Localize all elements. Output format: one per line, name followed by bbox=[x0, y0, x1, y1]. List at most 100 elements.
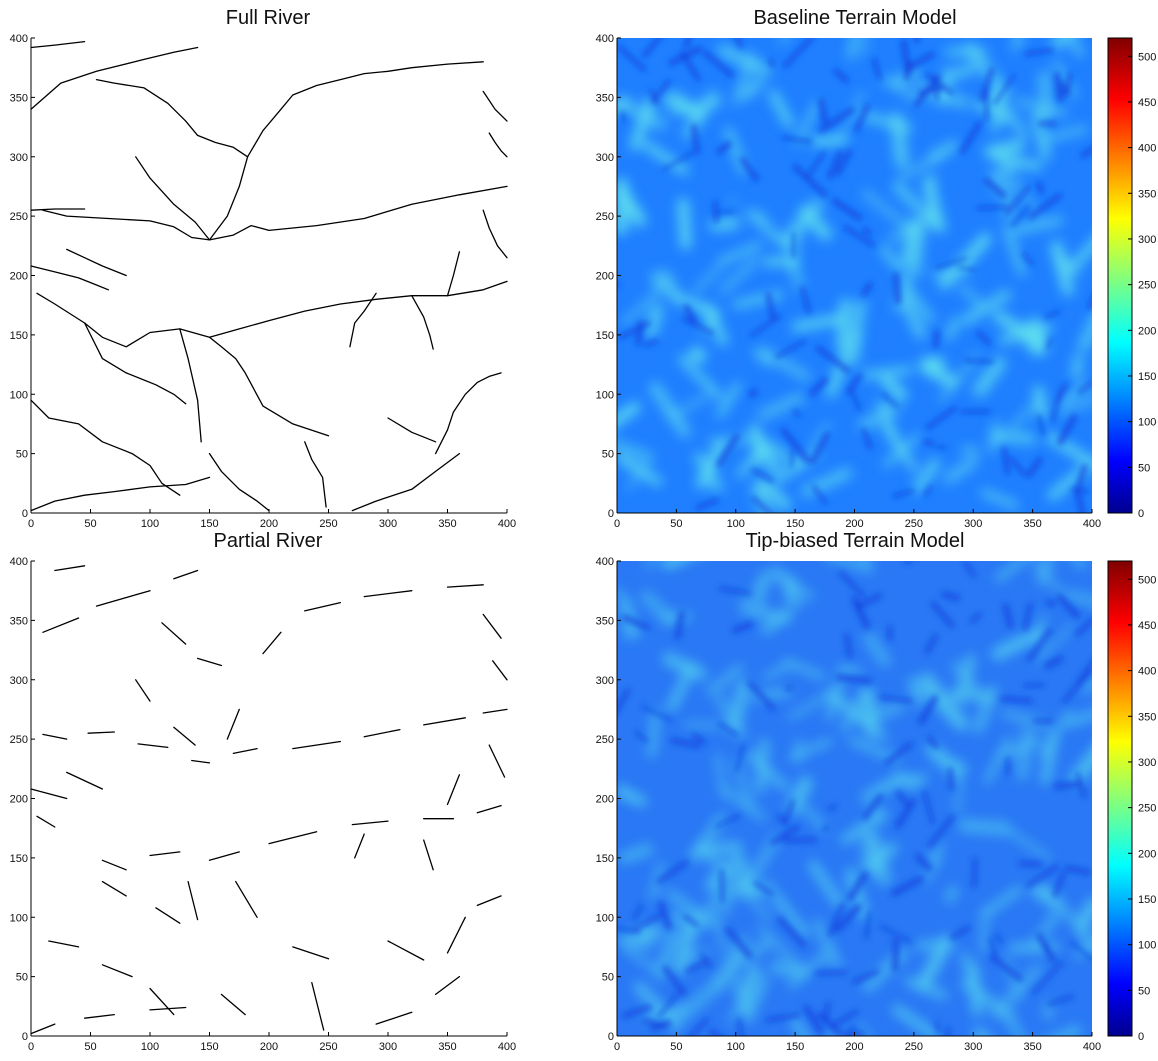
x-tick-label: 150 bbox=[200, 1041, 218, 1053]
river-segment bbox=[387, 940, 425, 961]
colorbar-tick-label: 0 bbox=[1138, 1031, 1144, 1043]
terrain-ridge bbox=[1010, 174, 1040, 218]
x-tick-label: 300 bbox=[964, 518, 982, 530]
colorbar-tick-label: 300 bbox=[1138, 757, 1156, 769]
terrain-ridge bbox=[836, 665, 863, 677]
river-segment bbox=[446, 774, 461, 806]
terrain-ridge bbox=[750, 485, 774, 513]
terrain-ridge bbox=[706, 664, 744, 696]
y-tick-label: 250 bbox=[596, 211, 614, 223]
terrain-ridge bbox=[666, 393, 710, 420]
x-tick-label: 50 bbox=[84, 518, 96, 530]
river-segment bbox=[446, 916, 466, 954]
river-segment bbox=[30, 46, 199, 110]
y-tick-label: 200 bbox=[596, 794, 614, 806]
y-tick-label: 200 bbox=[10, 271, 28, 283]
terrain-ridge bbox=[709, 217, 741, 232]
y-tick-label: 50 bbox=[16, 972, 28, 984]
terrain-valley bbox=[799, 285, 812, 315]
terrain-valley bbox=[818, 97, 829, 125]
y-tick-label: 250 bbox=[10, 734, 28, 746]
river-segment bbox=[375, 1011, 413, 1025]
river-segment bbox=[220, 993, 246, 1016]
terrain-valley bbox=[811, 484, 828, 505]
terrain-ridge bbox=[807, 859, 845, 910]
terrain-ridge bbox=[665, 889, 717, 929]
panel-baseline-terrain: Baseline Terrain Model 0 50 100 150 200 250 30… bbox=[596, 7, 1157, 530]
terrain-valley bbox=[1031, 960, 1064, 995]
terrain-ridge bbox=[783, 658, 826, 680]
terrain-valley bbox=[959, 120, 983, 155]
terrain-valley bbox=[737, 1018, 744, 1036]
river-segment bbox=[246, 61, 484, 158]
terrain-ridge bbox=[668, 291, 721, 319]
terrain-valley bbox=[765, 1012, 801, 1023]
terrain-ridge bbox=[752, 348, 773, 368]
terrain-valley bbox=[1026, 627, 1053, 662]
terrain-valley bbox=[851, 595, 871, 630]
x-tick-label: 300 bbox=[379, 1041, 397, 1053]
terrain-valley bbox=[1056, 594, 1081, 619]
terrain-valley bbox=[1025, 864, 1059, 888]
terrain-valley bbox=[918, 694, 939, 725]
terrain-ridge bbox=[927, 173, 936, 221]
x-tick-label: 200 bbox=[260, 518, 278, 530]
y-tick-label: 0 bbox=[608, 1031, 614, 1043]
terrain-valley bbox=[1080, 146, 1092, 159]
colorbar-tick-label: 50 bbox=[1138, 462, 1150, 474]
terrain-valley bbox=[809, 376, 829, 397]
terrain-valley bbox=[715, 814, 741, 828]
y-tick-label: 150 bbox=[10, 853, 28, 865]
terrain-valley bbox=[747, 388, 758, 398]
terrain-valley bbox=[781, 135, 813, 144]
colorbar-tick-label: 350 bbox=[1138, 188, 1156, 200]
x-tick-label: 0 bbox=[28, 1041, 34, 1053]
colorbar-tick-label: 200 bbox=[1138, 848, 1156, 860]
terrain-valley bbox=[984, 87, 989, 122]
axes: 0 50 100 150 200 250 300 350 400 0 50 100 150 200 250 3… bbox=[596, 33, 1102, 530]
y-tick-label: 150 bbox=[596, 853, 614, 865]
terrain-ridge bbox=[714, 911, 727, 953]
river-segment bbox=[42, 209, 211, 241]
river-segment bbox=[54, 565, 86, 572]
terrain-valley bbox=[862, 226, 872, 237]
terrain-valley bbox=[923, 485, 933, 498]
terrain-valley bbox=[999, 695, 1033, 704]
y-tick-label: 300 bbox=[10, 675, 28, 687]
terrain-ridge bbox=[983, 736, 1013, 785]
terrain-ridge bbox=[646, 708, 661, 759]
terrain-ridge bbox=[961, 289, 1012, 326]
x-tick-label: 200 bbox=[845, 518, 863, 530]
river-segment bbox=[30, 788, 68, 800]
terrain-valley bbox=[834, 903, 862, 933]
terrain-ridge bbox=[944, 317, 961, 341]
terrain-ridge bbox=[1053, 61, 1077, 99]
terrain-valley bbox=[932, 329, 940, 349]
terrain-ridge bbox=[625, 453, 656, 491]
terrain-ridge bbox=[658, 269, 679, 296]
terrain-valley bbox=[843, 633, 853, 659]
y-tick-label: 350 bbox=[596, 92, 614, 104]
terrain-valley bbox=[685, 958, 710, 974]
terrain-ridge bbox=[963, 41, 1011, 99]
terrain-ridge bbox=[1034, 623, 1075, 665]
terrain-valley bbox=[749, 314, 782, 337]
terrain-valley bbox=[950, 925, 971, 940]
terrain-valley bbox=[924, 633, 938, 654]
panel-tip-biased-terrain: Tip-biased Terrain Model 0 50 100 150 200 250… bbox=[596, 530, 1157, 1053]
river-segment bbox=[101, 859, 127, 871]
terrain-valley bbox=[994, 932, 1004, 944]
terrain-ridge bbox=[1077, 313, 1092, 352]
terrain-valley bbox=[618, 320, 652, 340]
river-segment bbox=[101, 880, 127, 897]
terrain-ridge bbox=[754, 738, 771, 794]
terrain-ridge bbox=[926, 743, 964, 781]
y-tick-label: 150 bbox=[10, 330, 28, 342]
terrain-ridge bbox=[649, 862, 665, 902]
terrain-valley bbox=[935, 445, 947, 450]
terrain-ridge bbox=[939, 353, 980, 403]
terrain-valleys bbox=[617, 38, 1092, 513]
terrain-valley bbox=[690, 124, 701, 155]
colorbar-tick-label: 150 bbox=[1138, 894, 1156, 906]
colorbar-tick-label: 250 bbox=[1138, 803, 1156, 815]
